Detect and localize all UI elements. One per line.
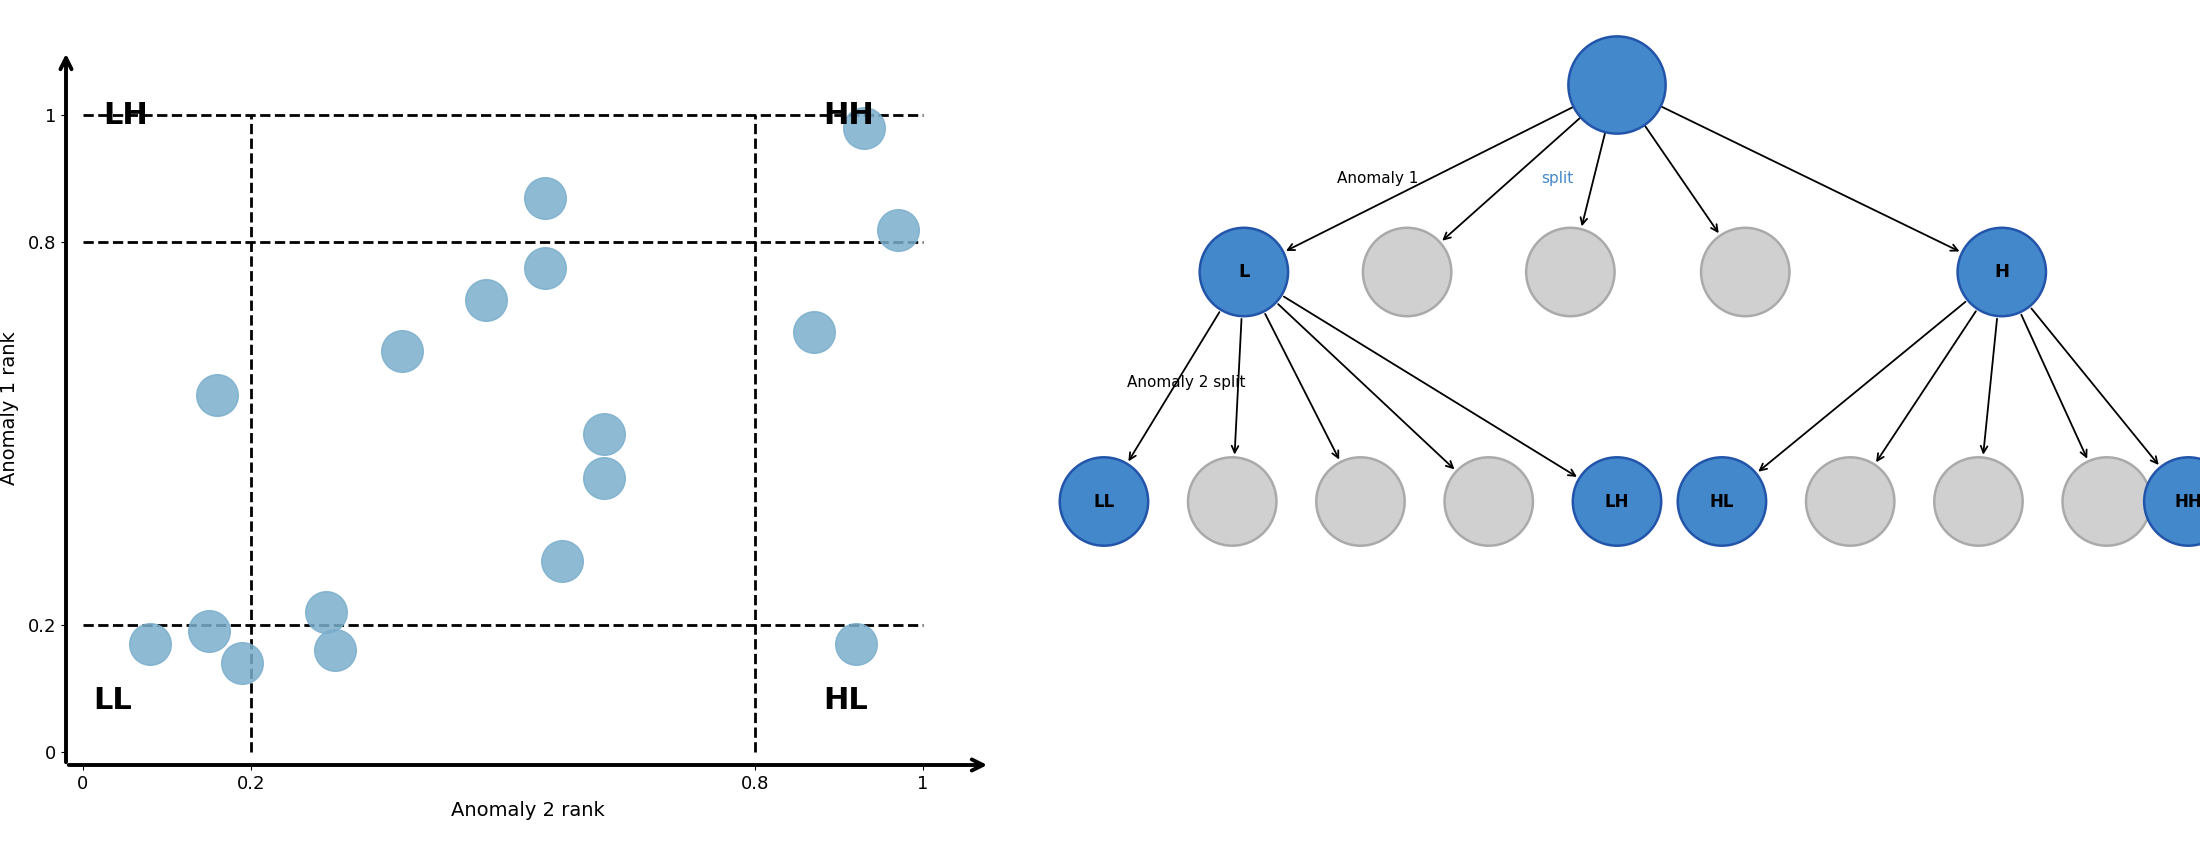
Ellipse shape [1316,457,1404,546]
Text: LH: LH [1604,492,1630,511]
Point [224,656,260,670]
Ellipse shape [1701,228,1789,316]
Point [317,643,352,657]
Ellipse shape [1573,457,1661,546]
Text: LL: LL [1093,492,1115,511]
Text: HL: HL [823,686,869,715]
Ellipse shape [1199,228,1287,316]
Point [469,292,504,307]
Ellipse shape [1188,457,1276,546]
Text: LH: LH [103,101,147,130]
Ellipse shape [2145,457,2200,546]
Point [543,554,579,568]
Text: Anomaly 2 split: Anomaly 2 split [1126,375,1245,390]
Point [796,325,832,338]
Text: Anomaly 1: Anomaly 1 [1338,171,1423,186]
Point [191,624,227,638]
Point [528,261,563,275]
Ellipse shape [1806,457,1894,546]
X-axis label: Anomaly 2 rank: Anomaly 2 rank [451,801,605,820]
Point [847,121,882,134]
Point [880,223,915,236]
Point [528,191,563,205]
Y-axis label: Anomaly 1 rank: Anomaly 1 rank [0,332,20,484]
Text: L: L [1239,263,1250,281]
Point [132,638,167,651]
Point [585,427,620,440]
Text: LL: LL [95,686,132,715]
Ellipse shape [1569,37,1665,133]
Text: HH: HH [823,101,873,130]
Point [585,471,620,484]
Ellipse shape [1958,228,2046,316]
Point [308,605,343,619]
Ellipse shape [1934,457,2022,546]
Ellipse shape [1445,457,1533,546]
Ellipse shape [1679,457,1767,546]
Point [385,344,420,358]
Point [200,388,235,402]
Text: HL: HL [1709,492,1734,511]
Point [838,638,873,651]
Text: split: split [1542,171,1573,186]
Ellipse shape [1364,228,1452,316]
Ellipse shape [1527,228,1615,316]
Text: HH: HH [2174,492,2200,511]
Ellipse shape [2064,457,2152,546]
Text: H: H [1993,263,2009,281]
Ellipse shape [1060,457,1148,546]
